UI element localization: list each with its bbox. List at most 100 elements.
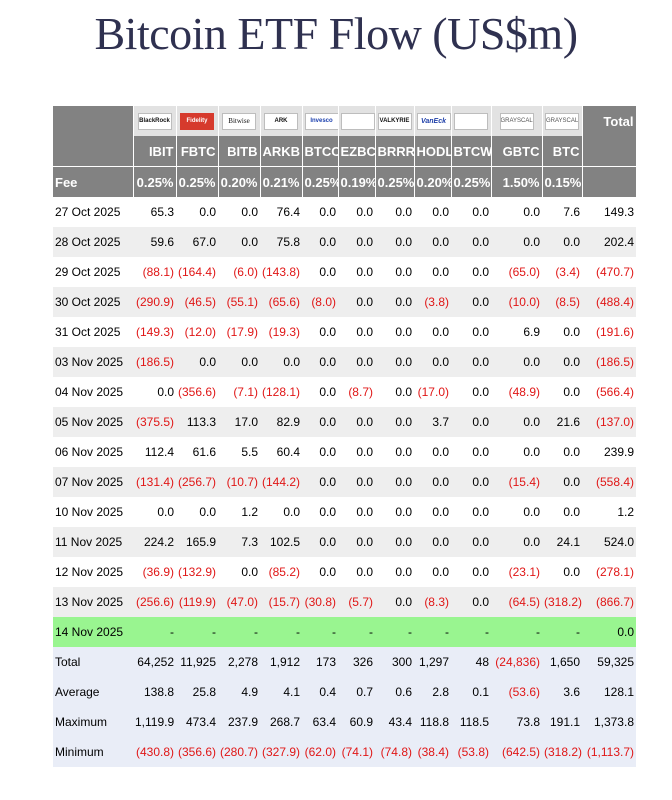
table-row: 04 Nov 2025 0.0 (356.6) (7.1) (128.1) 0.0 (8.7… <box>53 377 636 407</box>
flow-value-cell: 0.0 <box>338 557 375 587</box>
flow-value-cell: 0.0 <box>451 437 491 467</box>
row-total-cell: 128.1 <box>582 677 636 707</box>
flow-value-cell: 82.9 <box>260 407 302 437</box>
flow-value-cell: (290.9) <box>133 287 176 317</box>
flow-value-cell: (280.7) <box>218 737 260 767</box>
flow-value-cell: 4.9 <box>218 677 260 707</box>
flow-value-cell: 0.0 <box>375 377 414 407</box>
table-row: 12 Nov 2025 (36.9) (132.9) 0.0 (85.2) 0.0 0.0 0… <box>53 557 636 587</box>
flow-value-cell: 0.0 <box>302 437 338 467</box>
wisdomtree-logo-icon <box>454 112 488 130</box>
summary-rows: Total 64,252 11,925 2,278 1,912 173 326 300 1,29… <box>53 647 636 767</box>
flow-value-cell: 165.9 <box>176 527 218 557</box>
flow-value-cell: (356.6) <box>176 737 218 767</box>
flow-value-cell: 0.0 <box>451 587 491 617</box>
issuer-logo-cell: Bitwise <box>218 106 261 136</box>
flow-value-cell: (55.1) <box>218 287 260 317</box>
flow-value-cell: (53.6) <box>491 677 542 707</box>
flow-value-cell: 0.0 <box>451 557 491 587</box>
flow-value-cell: (10.7) <box>218 467 260 497</box>
flow-value-cell: 61.6 <box>176 437 218 467</box>
fee-total-cell <box>582 166 637 197</box>
row-date: 03 Nov 2025 <box>53 347 133 377</box>
flow-value-cell: 1,119.9 <box>133 707 176 737</box>
issuer-logo-cell: VanEck <box>414 106 452 136</box>
flow-value-cell: 0.0 <box>375 227 414 257</box>
row-date: 28 Oct 2025 <box>53 227 133 257</box>
row-total-cell: (558.4) <box>582 467 636 497</box>
corner-cell <box>53 106 134 136</box>
flow-value-cell: (132.9) <box>176 557 218 587</box>
valkyrie-logo-icon: VALKYRIE <box>377 112 412 130</box>
flow-value-cell: (17.9) <box>218 317 260 347</box>
flow-value-cell: 0.0 <box>414 557 451 587</box>
flow-value-cell: 0.0 <box>302 197 338 227</box>
flow-value-cell: 0.0 <box>542 347 582 377</box>
flow-value-cell: 0.0 <box>451 287 491 317</box>
flow-value-cell: 17.0 <box>218 407 260 437</box>
row-total-cell: 524.0 <box>582 527 636 557</box>
flow-value-cell: 76.4 <box>260 197 302 227</box>
flow-value-cell: - <box>375 617 414 647</box>
flow-value-cell: 102.5 <box>260 527 302 557</box>
flow-value-cell: 0.0 <box>338 407 375 437</box>
ticker-row: IBIT FBTC BITB ARKB BTCO EZBC BRRR HODL … <box>53 136 637 167</box>
row-total-cell: 1.2 <box>582 497 636 527</box>
etf-flow-table: BlackRock Fidelity Bitwise ARK Invesco V… <box>53 106 637 767</box>
flow-value-cell: 0.0 <box>302 527 338 557</box>
flow-value-cell: 0.0 <box>375 407 414 437</box>
flow-value-cell: 7.6 <box>542 197 582 227</box>
ticker-header: HODL <box>414 136 452 167</box>
flow-value-cell: 4.1 <box>260 677 302 707</box>
row-date: 07 Nov 2025 <box>53 467 133 497</box>
flow-value-cell: 21.6 <box>542 407 582 437</box>
flow-value-cell: 0.0 <box>302 317 338 347</box>
flow-value-cell: (17.0) <box>414 377 451 407</box>
fee-value: 0.25% <box>451 166 492 197</box>
row-date: 04 Nov 2025 <box>53 377 133 407</box>
row-total-cell: (186.5) <box>582 347 636 377</box>
table-row: 05 Nov 2025 (375.5) 113.3 17.0 82.9 0.0 0.0 0.0… <box>53 407 636 437</box>
flow-value-cell: 0.0 <box>375 527 414 557</box>
flow-value-cell: 0.0 <box>218 557 260 587</box>
ticker-corner-cell <box>53 136 134 167</box>
flow-value-cell: 0.0 <box>542 467 582 497</box>
flow-value-cell: 0.6 <box>375 677 414 707</box>
flow-value-cell: (19.3) <box>260 317 302 347</box>
issuer-logo-cell: BlackRock <box>133 106 177 136</box>
flow-value-cell: 0.0 <box>260 497 302 527</box>
flow-value-cell: (375.5) <box>133 407 176 437</box>
summary-row: Minimum (430.8) (356.6) (280.7) (327.9) (62.0… <box>53 737 636 767</box>
flow-value-cell: (119.9) <box>176 587 218 617</box>
flow-value-cell: 0.0 <box>451 377 491 407</box>
flow-value-cell: 73.8 <box>491 707 542 737</box>
flow-value-cell: (30.8) <box>302 587 338 617</box>
flow-value-cell: 268.7 <box>260 707 302 737</box>
flow-value-cell: - <box>414 617 451 647</box>
flow-value-cell: 3.6 <box>542 677 582 707</box>
flow-value-cell: 0.0 <box>414 347 451 377</box>
flow-value-cell: (356.6) <box>176 377 218 407</box>
table-row: 06 Nov 2025 112.4 61.6 5.5 60.4 0.0 0.0 0.0 0.0 0… <box>53 437 636 467</box>
fee-value: 0.21% <box>260 166 303 197</box>
bitwise-logo-icon: Bitwise <box>222 112 256 130</box>
flow-value-cell: (143.8) <box>260 257 302 287</box>
flow-value-cell: 64,252 <box>133 647 176 677</box>
flow-value-cell: 60.4 <box>260 437 302 467</box>
flow-value-cell: (74.8) <box>375 737 414 767</box>
flow-value-cell: 0.0 <box>414 497 451 527</box>
flow-value-cell: 0.0 <box>414 197 451 227</box>
flow-value-cell: 326 <box>338 647 375 677</box>
flow-value-cell: - <box>218 617 260 647</box>
flow-value-cell: 0.7 <box>338 677 375 707</box>
ticker-header: IBIT <box>133 136 177 167</box>
flow-value-cell: 0.0 <box>302 257 338 287</box>
flow-value-cell: (6.0) <box>218 257 260 287</box>
flow-value-cell: 65.3 <box>133 197 176 227</box>
fee-row: Fee 0.25% 0.25% 0.20% 0.21% 0.25% 0.19% … <box>53 166 637 197</box>
row-total-cell: (137.0) <box>582 407 636 437</box>
row-date: 13 Nov 2025 <box>53 587 133 617</box>
row-total-cell: (470.7) <box>582 257 636 287</box>
flow-value-cell: 0.0 <box>338 347 375 377</box>
flow-value-cell: - <box>338 617 375 647</box>
